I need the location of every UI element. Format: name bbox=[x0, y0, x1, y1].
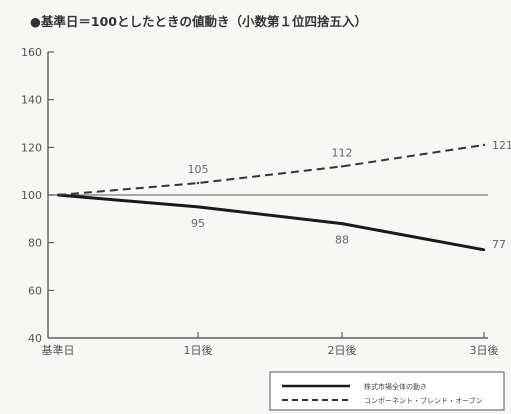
point-market-3 bbox=[482, 248, 486, 252]
point-fund-3 bbox=[482, 143, 486, 147]
legend: 株式市場全体の動き コンポーネント・ブレンド・オーブン bbox=[269, 371, 505, 411]
axis-ticks: 40 60 80 100 120 140 160 基準日 1日後 2日後 3日後 bbox=[21, 46, 499, 357]
data-label-market-2: 88 bbox=[335, 234, 349, 247]
data-label-fund-2: 112 bbox=[332, 146, 353, 159]
x-tick-label: 基準日 bbox=[42, 343, 75, 357]
legend-label-fund: コンポーネント・ブレンド・オーブン bbox=[364, 396, 483, 405]
x-tick-label: 2日後 bbox=[328, 343, 357, 357]
x-tick-label: 3日後 bbox=[470, 343, 499, 357]
data-labels: 95 88 77 105 112 121 bbox=[188, 139, 511, 251]
y-tick-label: 100 bbox=[21, 189, 42, 202]
y-tick-label: 120 bbox=[21, 141, 42, 154]
data-label-market-3: 77 bbox=[492, 238, 506, 251]
data-label-market-1: 95 bbox=[191, 217, 205, 230]
point-fund-0 bbox=[56, 193, 60, 197]
point-fund-2 bbox=[340, 165, 344, 168]
chart-title: ●基準日＝100としたときの値動き（小数第１位四捨五入） bbox=[30, 14, 367, 29]
series-line-market bbox=[57, 193, 485, 252]
point-fund-1 bbox=[196, 181, 200, 185]
series-lines bbox=[56, 143, 486, 252]
data-label-fund-3: 121 bbox=[492, 139, 511, 152]
series-line-fund bbox=[57, 143, 485, 196]
y-tick-label: 140 bbox=[21, 94, 42, 107]
y-tick-label: 80 bbox=[28, 237, 42, 250]
axes bbox=[47, 52, 488, 339]
x-tick-label: 1日後 bbox=[184, 343, 213, 357]
y-tick-label: 60 bbox=[28, 284, 42, 297]
point-market-2 bbox=[340, 222, 344, 225]
y-tick-label: 40 bbox=[28, 332, 42, 345]
y-tick-label: 160 bbox=[21, 46, 42, 59]
legend-label-market: 株式市場全体の動き bbox=[364, 382, 427, 391]
legend-box bbox=[269, 371, 505, 411]
point-market-1 bbox=[196, 205, 200, 209]
data-label-fund-1: 105 bbox=[188, 163, 209, 176]
